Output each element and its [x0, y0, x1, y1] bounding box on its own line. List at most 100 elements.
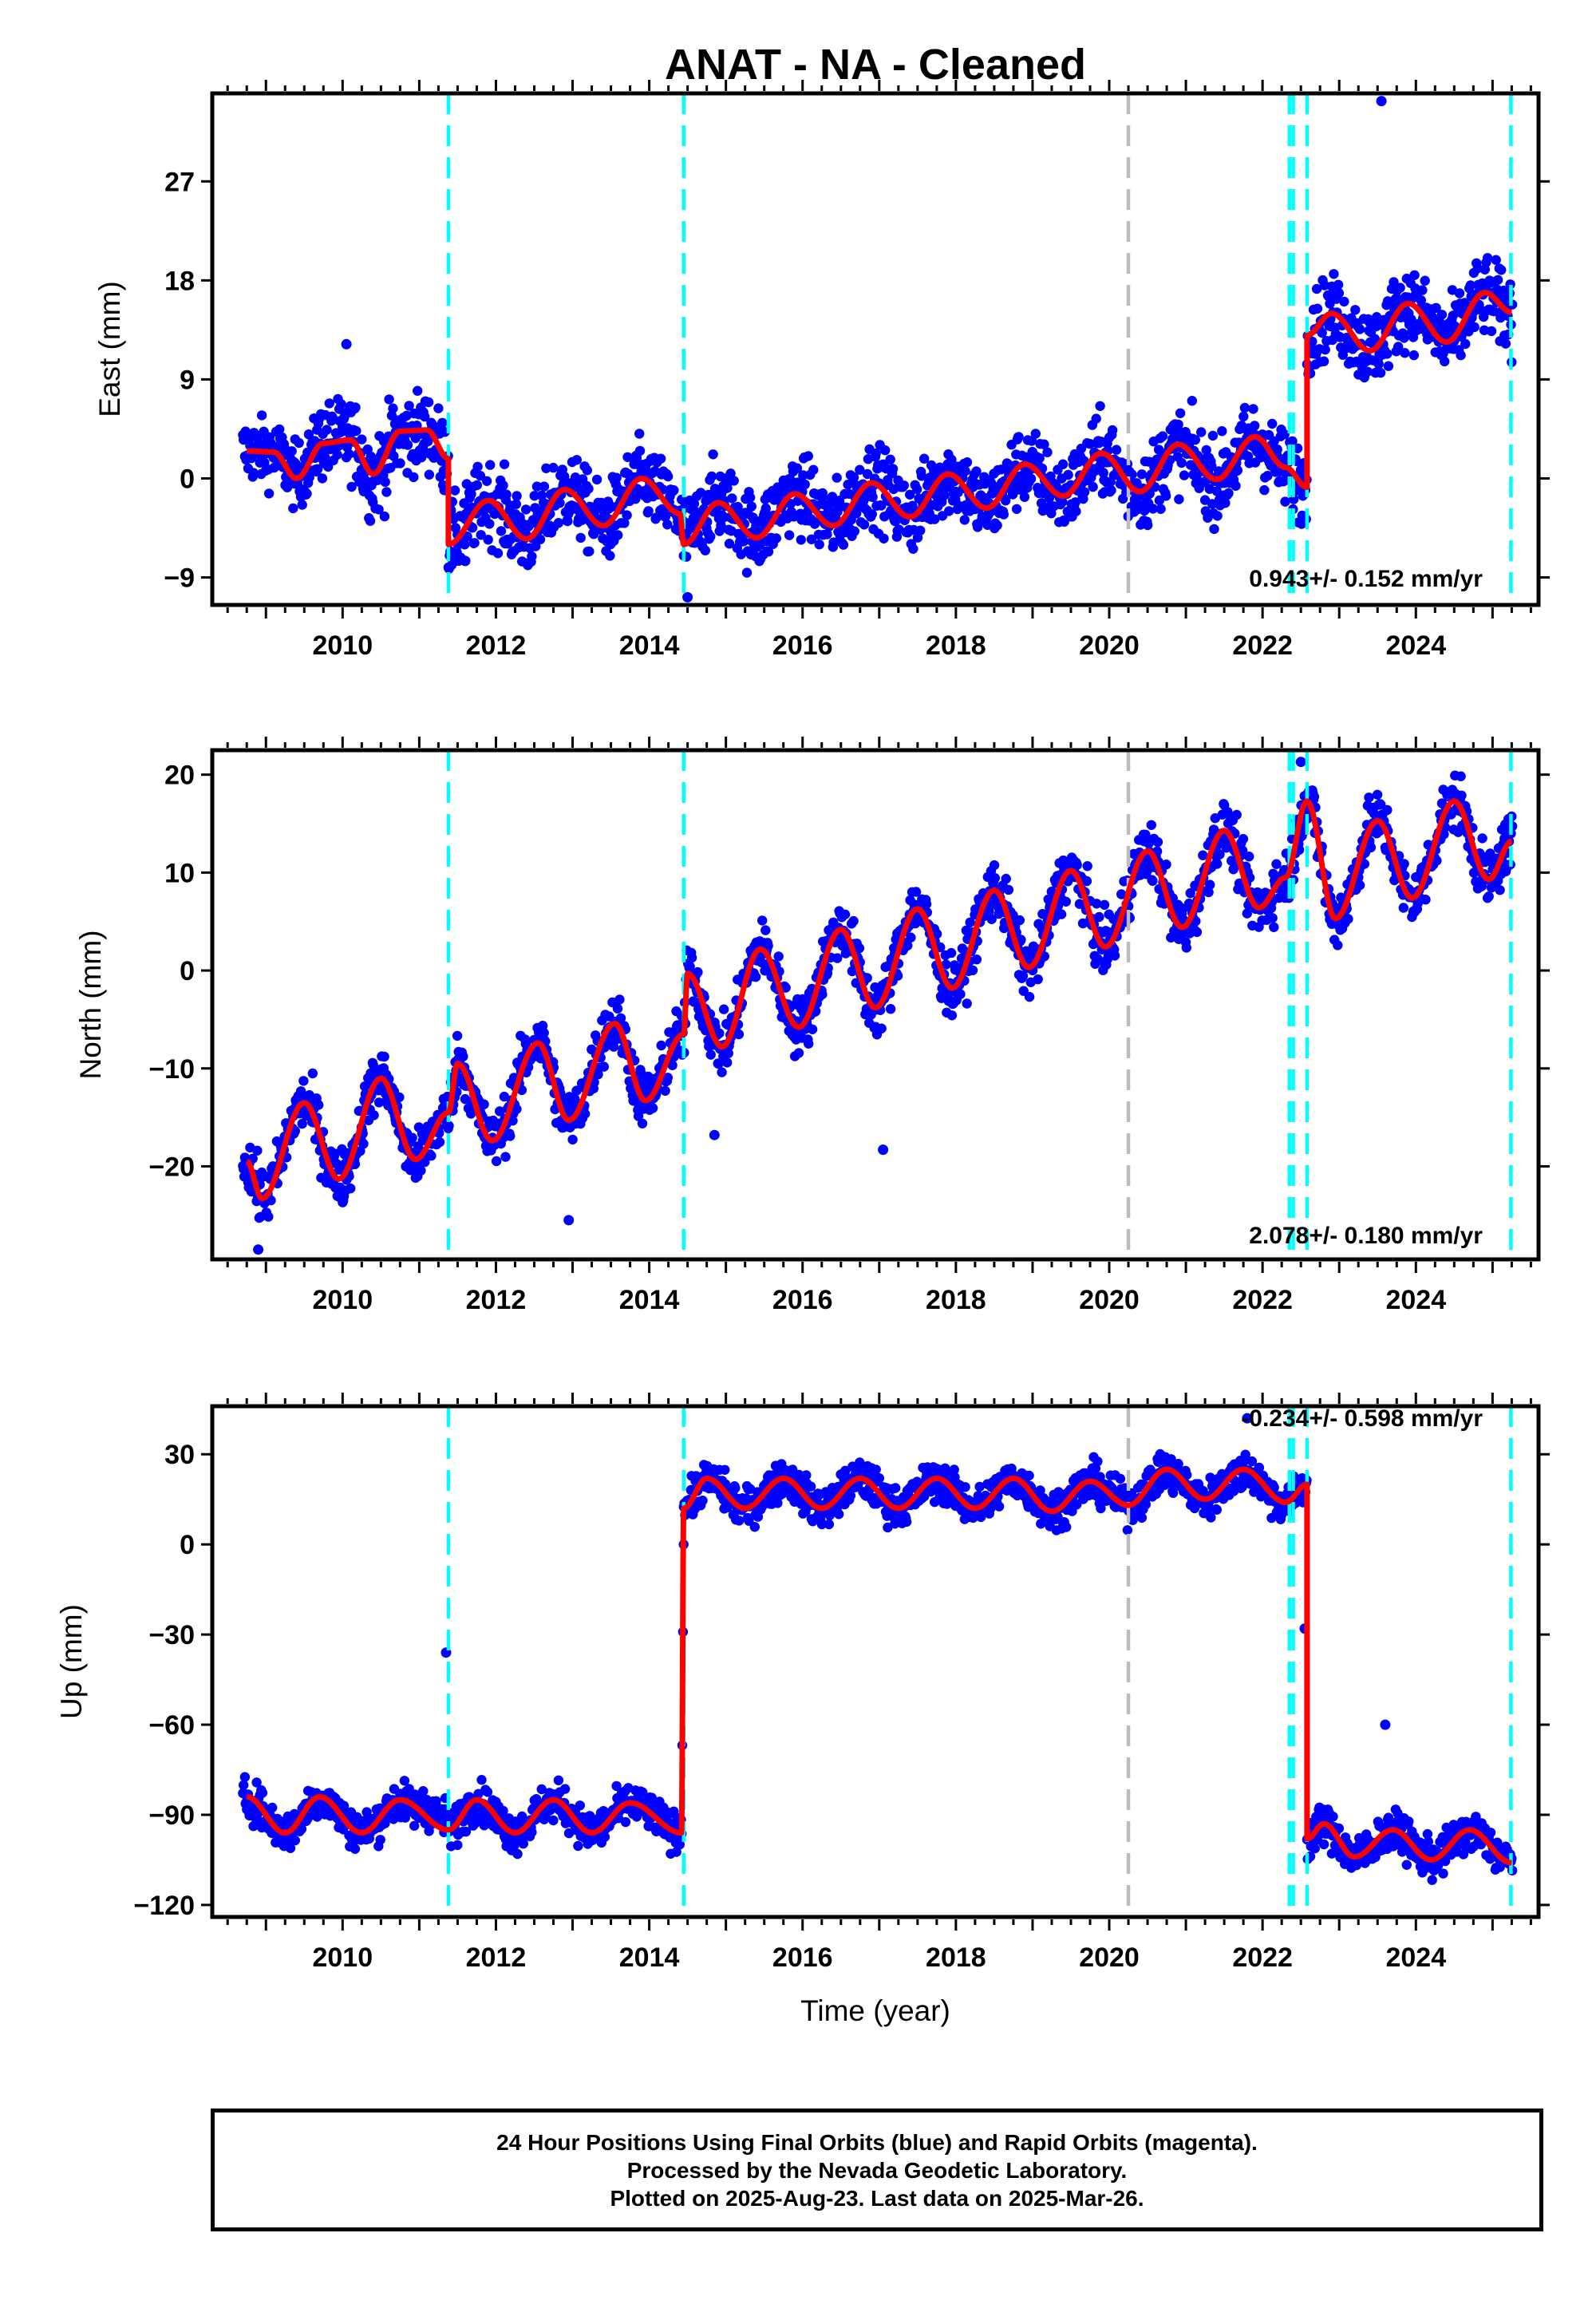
north-plot-area: [238, 750, 1518, 1259]
data-point: [322, 425, 332, 435]
data-point: [854, 943, 865, 954]
data-point: [634, 429, 645, 439]
data-point: [622, 510, 632, 520]
data-point: [662, 471, 674, 482]
data-point: [350, 1844, 361, 1854]
data-point: [662, 1073, 673, 1083]
data-point: [1017, 970, 1029, 982]
data-point: [887, 464, 899, 474]
data-point: [669, 485, 679, 496]
data-point: [1024, 991, 1035, 1002]
data-point: [848, 472, 859, 483]
data-point: [903, 940, 913, 951]
data-point: [434, 1136, 445, 1148]
data-point: [346, 481, 357, 492]
data-point: [608, 1041, 619, 1052]
data-point: [1003, 884, 1014, 895]
data-point: [1231, 809, 1242, 820]
data-point: [803, 451, 813, 461]
data-point: [394, 1092, 405, 1103]
data-point: [1398, 903, 1409, 913]
y-tick-label: 10: [164, 858, 195, 888]
data-point: [828, 537, 839, 547]
data-point: [579, 1109, 591, 1119]
data-point: [876, 500, 887, 511]
data-point: [553, 518, 564, 528]
data-point: [520, 504, 531, 515]
data-point: [1318, 356, 1329, 366]
data-point: [462, 532, 472, 542]
data-point: [1456, 350, 1466, 361]
data-point: [357, 434, 367, 445]
data-point: [1196, 427, 1207, 437]
y-tick-label: 0: [180, 956, 195, 986]
data-point: [1238, 411, 1249, 422]
data-point: [1376, 799, 1386, 810]
data-point: [705, 532, 716, 542]
data-point: [862, 973, 872, 983]
data-point: [814, 539, 824, 550]
data-point: [807, 1024, 818, 1035]
data-point: [1460, 338, 1471, 350]
data-point: [498, 1805, 508, 1816]
data-point: [472, 461, 483, 472]
data-point: [500, 1152, 511, 1162]
data-point: [539, 481, 550, 492]
data-point: [955, 989, 966, 1000]
data-point: [531, 481, 543, 492]
data-point: [892, 970, 903, 981]
data-point: [1148, 875, 1158, 887]
data-point: [832, 953, 843, 963]
data-point: [1287, 436, 1298, 446]
outlier-point: [1376, 96, 1387, 107]
data-point: [1174, 494, 1184, 504]
data-point: [452, 1840, 463, 1851]
data-point: [248, 468, 259, 478]
data-point: [839, 909, 851, 920]
data-point: [1081, 875, 1092, 887]
data-point: [1469, 322, 1479, 333]
data-point: [296, 1824, 307, 1834]
data-point: [1362, 366, 1373, 377]
data-point: [1094, 911, 1104, 923]
data-point: [1417, 285, 1428, 295]
data-point: [498, 480, 508, 491]
data-point: [365, 516, 376, 526]
data-point: [1259, 484, 1270, 496]
data-point: [380, 476, 390, 488]
data-point: [693, 966, 703, 978]
data-point: [1409, 270, 1420, 280]
x-tick-label: 2016: [772, 1285, 833, 1315]
data-point: [1019, 492, 1030, 502]
data-point: [307, 1068, 318, 1079]
data-point: [838, 539, 849, 550]
data-point: [930, 514, 940, 524]
data-point: [667, 1060, 678, 1071]
data-point: [1063, 469, 1073, 480]
data-point: [1491, 255, 1501, 265]
data-point: [368, 1060, 378, 1070]
data-point: [620, 1816, 631, 1828]
data-point: [611, 1780, 622, 1792]
data-point: [332, 449, 342, 460]
data-point: [541, 463, 551, 473]
data-point: [760, 925, 771, 935]
data-point: [548, 462, 559, 473]
data-point: [1190, 434, 1201, 445]
data-point: [1033, 974, 1043, 985]
data-point: [263, 1211, 274, 1222]
data-point: [750, 971, 761, 982]
data-point: [404, 401, 414, 411]
data-point: [1157, 431, 1168, 441]
data-point: [1173, 419, 1183, 430]
data-point: [573, 1840, 583, 1852]
data-point: [1309, 792, 1320, 802]
data-point: [717, 1067, 727, 1077]
data-point: [401, 410, 412, 421]
data-point: [1198, 850, 1208, 860]
data-point: [350, 402, 361, 413]
data-point: [959, 515, 970, 525]
data-point: [1109, 951, 1120, 961]
data-point: [1092, 899, 1102, 909]
data-point: [496, 526, 507, 536]
